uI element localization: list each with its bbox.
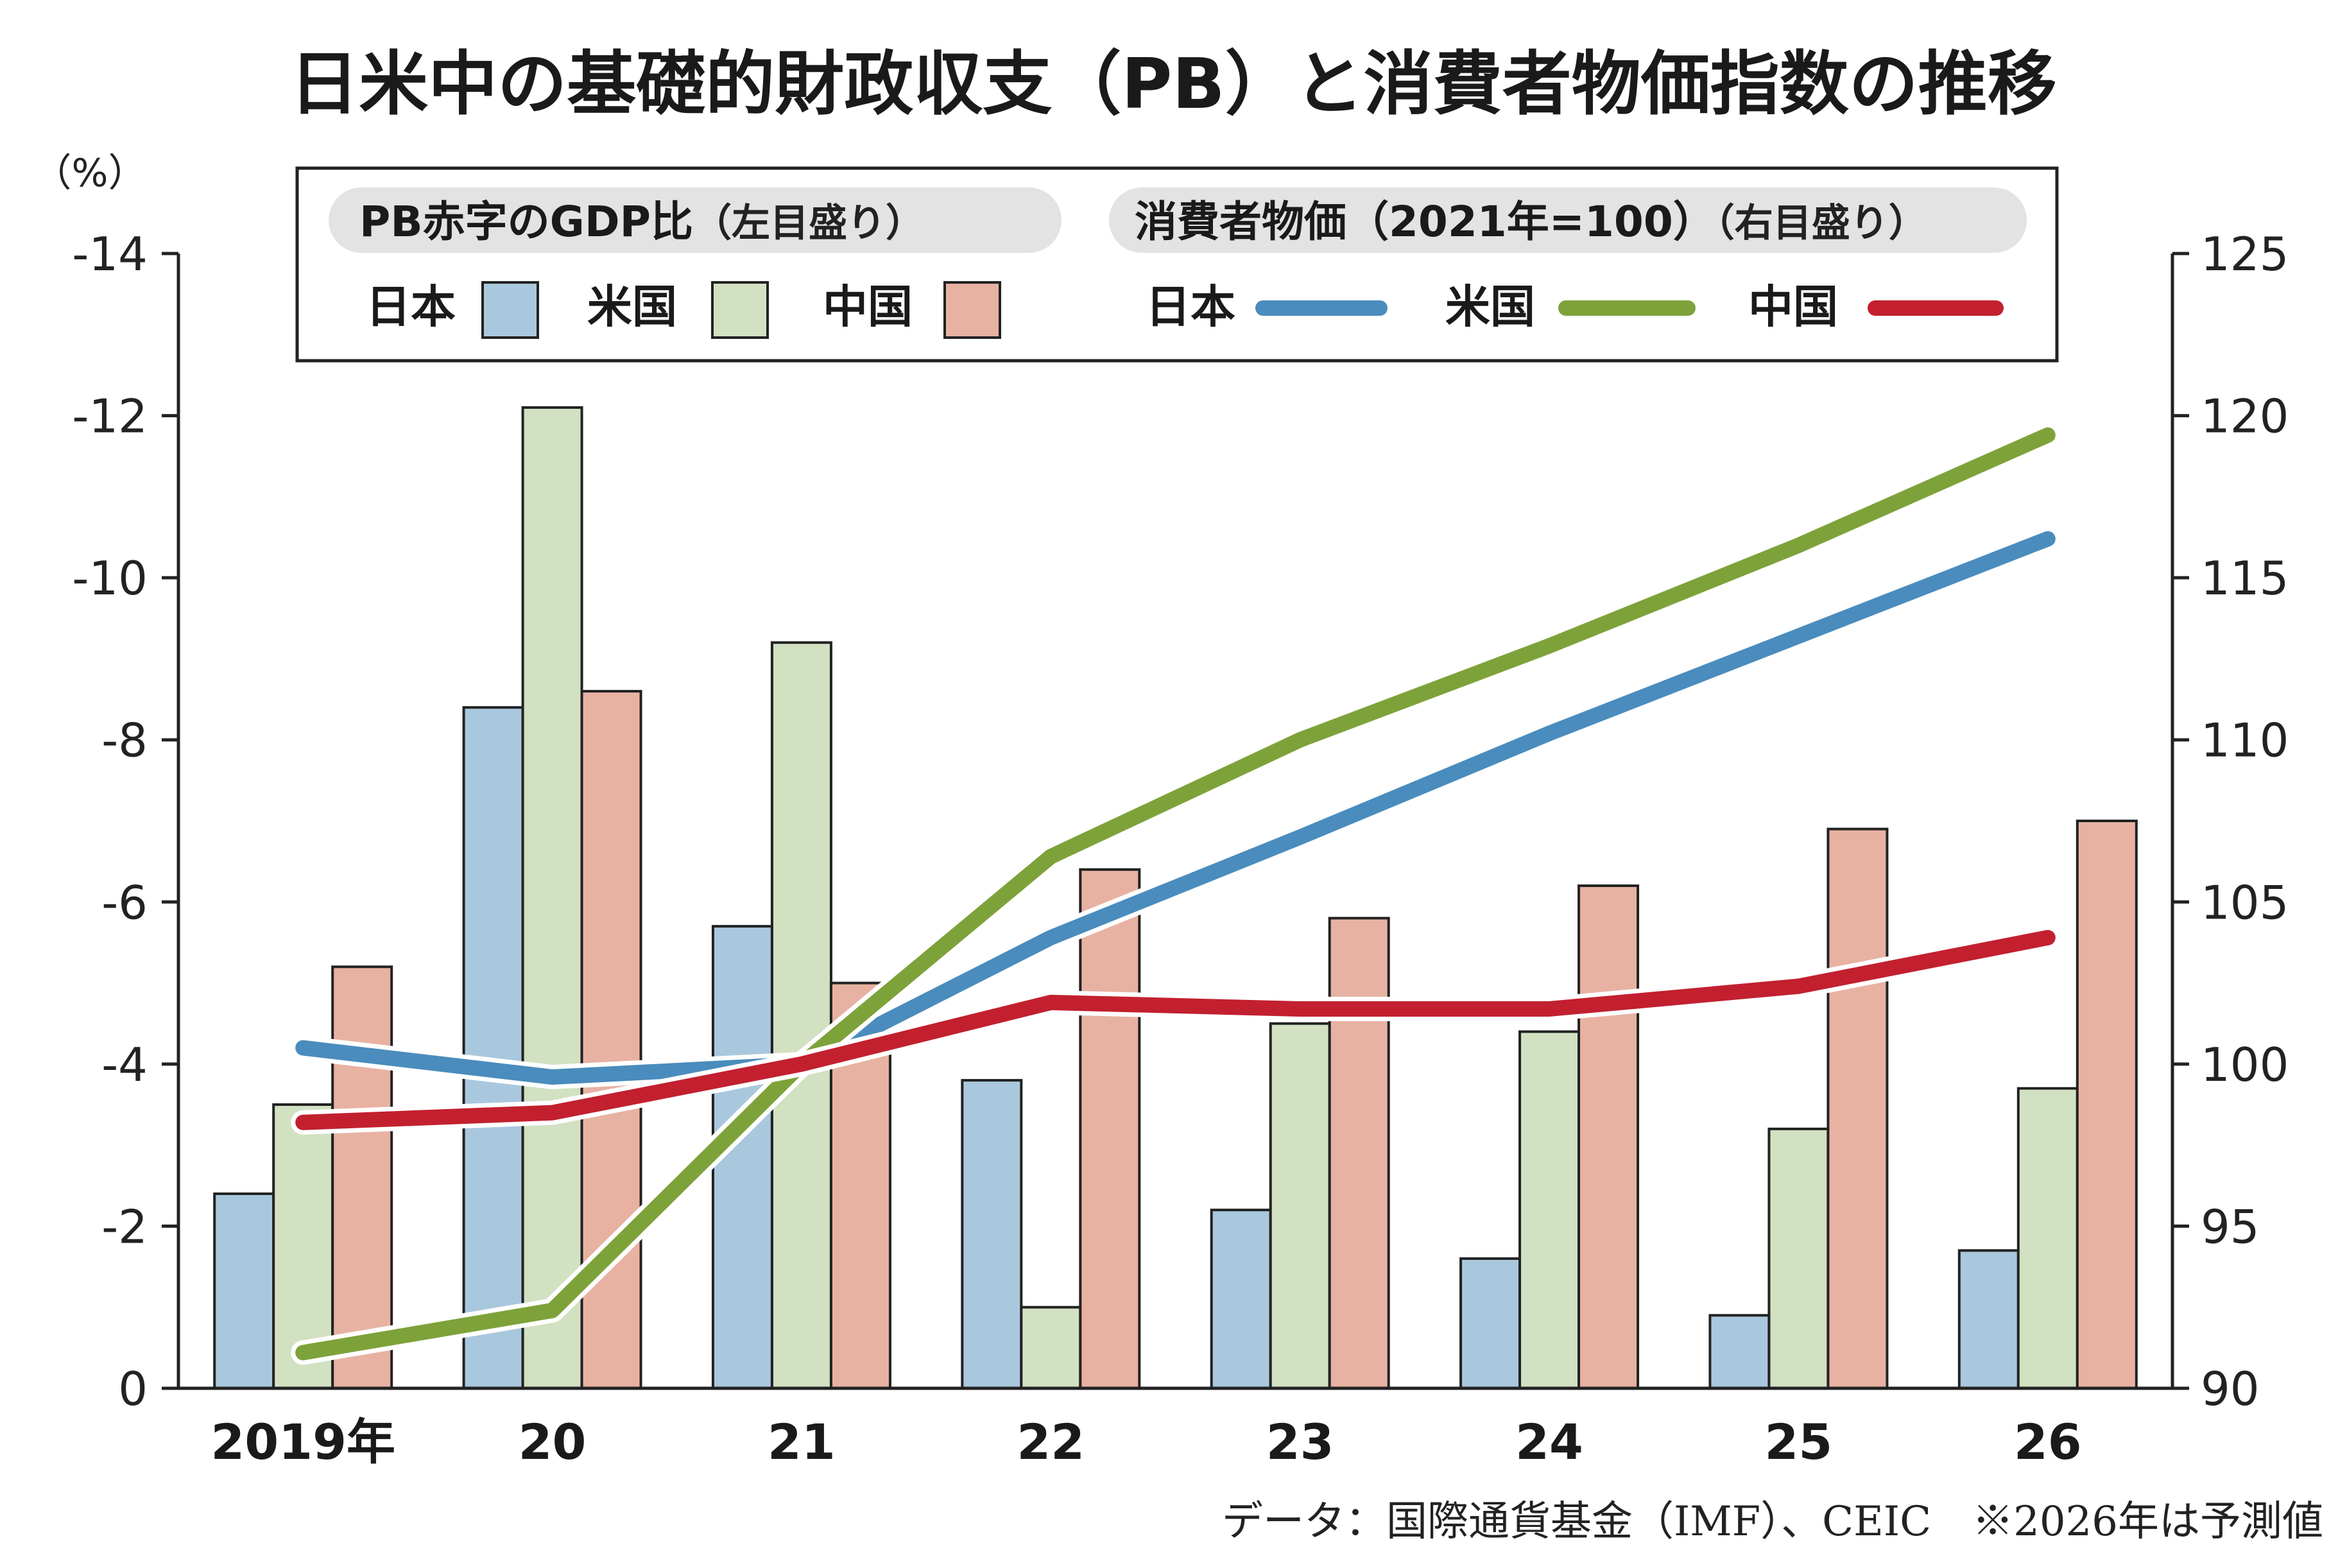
x-tick-label: 26 <box>2014 1413 2082 1470</box>
line-japan <box>295 531 2056 1085</box>
left-tick-label: -4 <box>101 1038 148 1092</box>
right-tick-label: 110 <box>2201 714 2289 768</box>
left-tick-label: 0 <box>118 1362 148 1416</box>
bar-china-3 <box>1079 868 1141 1390</box>
bar-us-6 <box>1767 1127 1830 1390</box>
left-tick-label: -14 <box>72 227 148 281</box>
left-tick-label: -2 <box>101 1200 148 1254</box>
legend-lines-pill <box>1109 187 2027 253</box>
bar-us-2 <box>770 641 832 1390</box>
left-tick-label: -8 <box>101 714 148 768</box>
legend-bar-japan-label: 日本 <box>366 280 456 333</box>
line-us <box>295 427 2056 1361</box>
axes-layer: 0 -2 -4 -6 -8 -10 -12 -14 90 95 100 105 110 115 120 125… <box>72 227 2289 1470</box>
left-tick-label: -12 <box>72 390 148 444</box>
bar-japan-6 <box>1708 1314 1771 1390</box>
bar-us-4 <box>1269 1022 1331 1390</box>
left-axis-unit: （%） <box>33 151 146 196</box>
right-tick-label: 105 <box>2201 875 2289 929</box>
legend-line-china-label: 中国 <box>1748 280 1838 333</box>
chart-title: 日米中の基礎的財政収支（PB）と消費者物価指数の推移 <box>289 44 2056 125</box>
legend-lines-note: （右目盛り） <box>1715 201 1927 246</box>
legend-lines-title: 消費者物価（2021年=100） <box>1135 197 1715 246</box>
bar-china-7 <box>2076 820 2138 1390</box>
bar-china-0 <box>331 965 393 1390</box>
x-tick-label: 22 <box>1017 1413 1085 1470</box>
left-tick-label: -10 <box>72 551 148 605</box>
x-tick-label: 25 <box>1765 1413 1833 1470</box>
legend-bar-china-swatch <box>943 281 1001 339</box>
right-tick-label: 115 <box>2201 551 2289 605</box>
bar-us-7 <box>2016 1087 2079 1390</box>
right-tick-label: 120 <box>2201 390 2289 444</box>
bar-japan-1 <box>462 706 524 1390</box>
bar-japan-3 <box>961 1079 1023 1390</box>
x-tick-label: 23 <box>1266 1413 1334 1470</box>
bar-china-4 <box>1328 917 1390 1390</box>
right-tick-label: 100 <box>2201 1038 2289 1092</box>
bar-us-1 <box>521 406 583 1390</box>
source-note: データ：国際通貨基金（IMF）、CEIC ※2026年は予測値 <box>1222 1498 2323 1546</box>
legend-bars-pill <box>329 187 1062 253</box>
bar-china-5 <box>1578 884 1640 1390</box>
right-tick-label: 90 <box>2201 1362 2260 1416</box>
x-tick-label: 20 <box>519 1413 587 1470</box>
legend-line-us-label: 米国 <box>1445 280 1535 333</box>
legend-bar-us-swatch <box>711 281 769 339</box>
x-tick-label: 2019年 <box>211 1413 395 1470</box>
legend-bars-heading: PB赤字のGDP比（左目盛り） <box>359 197 924 246</box>
bar-us-5 <box>1518 1030 1581 1390</box>
legend-bar-china-label: 中国 <box>823 280 913 333</box>
legend-line-japan-label: 日本 <box>1146 280 1235 333</box>
line-china <box>295 929 2056 1130</box>
bar-japan-4 <box>1210 1209 1272 1390</box>
left-tick-label: -6 <box>101 875 148 929</box>
legend-bar-us-label: 米国 <box>587 280 677 333</box>
legend-lines-heading: 消費者物価（2021年=100）（右目盛り） <box>1135 197 1927 246</box>
legend-bars-title: PB赤字のGDP比 <box>359 197 693 246</box>
legend-bars-note: （左目盛り） <box>693 201 924 246</box>
bar-japan-0 <box>213 1192 275 1390</box>
lines-layer <box>291 422 2060 1365</box>
right-tick-label: 95 <box>2201 1200 2260 1254</box>
legend-bar-japan-swatch <box>481 281 539 339</box>
right-tick-label: 125 <box>2201 227 2289 281</box>
bar-us-3 <box>1020 1305 1082 1390</box>
bar-japan-5 <box>1459 1257 1522 1390</box>
legend: PB赤字のGDP比（左目盛り） 消費者物価（2021年=100）（右目盛り） 日… <box>295 166 2059 363</box>
x-tick-label: 24 <box>1515 1413 1583 1470</box>
x-tick-label: 21 <box>768 1413 836 1470</box>
bar-china-6 <box>1827 827 1889 1390</box>
bar-japan-7 <box>1957 1249 2020 1390</box>
